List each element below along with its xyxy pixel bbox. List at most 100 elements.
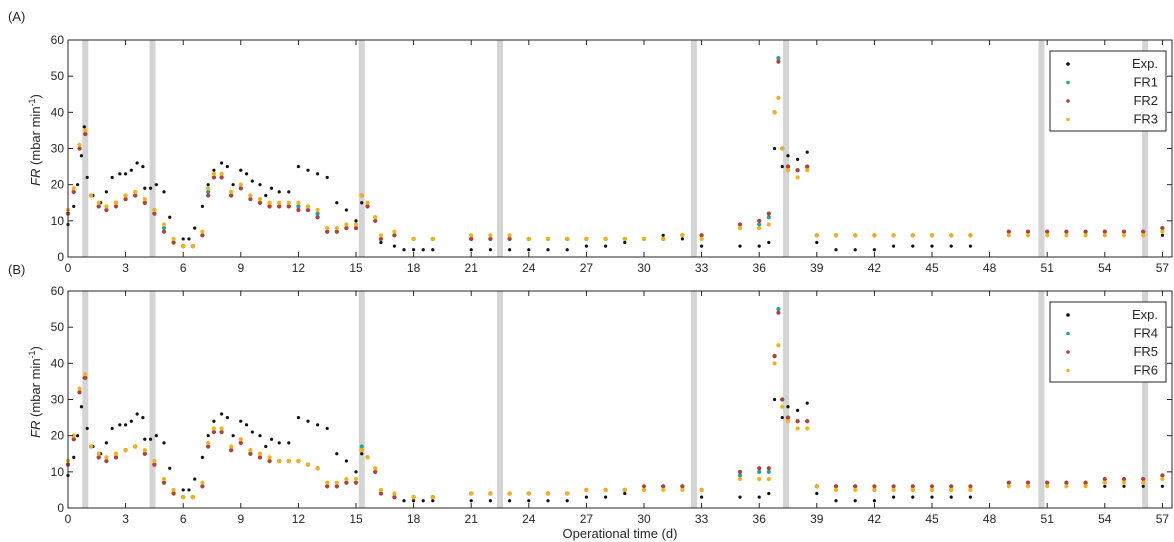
data-point — [1122, 484, 1126, 488]
data-point — [785, 415, 791, 420]
data-point — [306, 168, 310, 172]
x-tick-label: 57 — [1156, 512, 1170, 526]
legend-marker — [1066, 117, 1070, 122]
data-point — [277, 441, 281, 445]
data-point — [1025, 480, 1031, 485]
data-point — [772, 354, 777, 359]
data-point — [238, 186, 243, 191]
data-point — [211, 171, 217, 176]
data-point — [325, 175, 329, 180]
data-point — [805, 419, 810, 424]
panel-b-series-fr6 — [65, 343, 1165, 500]
data-point — [546, 499, 550, 503]
data-point — [1160, 233, 1164, 237]
data-point — [296, 164, 300, 169]
y-tick-label: 50 — [51, 69, 65, 83]
data-point — [77, 386, 82, 391]
data-point — [772, 361, 777, 366]
x-tick-label: 33 — [695, 512, 709, 526]
data-point — [211, 426, 217, 431]
data-point — [565, 499, 569, 503]
data-point — [267, 200, 272, 205]
data-point — [805, 150, 809, 154]
data-point — [431, 499, 435, 503]
x-tick-label: 33 — [695, 261, 709, 275]
data-point — [378, 491, 384, 496]
data-point — [805, 401, 809, 405]
y-tick-label: 40 — [51, 356, 65, 370]
x-tick-label: 24 — [522, 512, 536, 526]
data-point — [206, 189, 211, 194]
x-tick-label: 15 — [349, 512, 363, 526]
data-point — [757, 225, 762, 231]
data-point — [104, 441, 108, 445]
data-point — [239, 419, 243, 423]
data-point — [699, 487, 704, 493]
x-tick-label: 54 — [1098, 261, 1112, 275]
data-point — [623, 491, 627, 496]
data-point — [113, 455, 119, 460]
data-point — [181, 244, 186, 249]
data-point — [77, 142, 82, 147]
data-point — [853, 233, 858, 238]
data-point — [161, 480, 167, 485]
panel-a-ylabel-exponent: -1 — [27, 98, 37, 106]
data-point — [1121, 229, 1127, 234]
data-point — [287, 441, 291, 445]
data-point — [604, 244, 608, 248]
x-tick-label: 27 — [580, 261, 594, 275]
legend-label: Exp. — [1132, 307, 1158, 322]
data-point — [949, 244, 953, 248]
data-point — [421, 499, 425, 503]
data-point — [546, 248, 550, 252]
panel-a-shaded-band — [82, 40, 89, 257]
data-point — [661, 233, 665, 237]
data-point — [833, 487, 839, 493]
data-point — [315, 211, 320, 216]
data-point — [757, 469, 762, 474]
data-point — [142, 451, 147, 456]
data-point — [296, 200, 301, 205]
data-point — [325, 225, 330, 231]
data-point — [968, 244, 973, 248]
data-point — [1006, 480, 1011, 485]
panel-b-shaded-band — [1038, 291, 1045, 508]
data-point — [526, 491, 531, 496]
data-point — [795, 419, 800, 424]
data-point — [1006, 484, 1011, 489]
data-point — [565, 248, 569, 252]
panel-a-shaded-band — [497, 40, 503, 257]
data-point — [680, 237, 685, 241]
data-point — [141, 164, 145, 169]
legend-marker — [1066, 62, 1070, 66]
data-point — [104, 204, 109, 209]
data-point — [353, 222, 359, 227]
data-point — [334, 229, 339, 234]
data-point — [412, 499, 416, 503]
data-point — [584, 236, 589, 242]
data-point — [83, 128, 88, 133]
data-point — [584, 487, 589, 493]
data-point — [507, 491, 512, 496]
data-point — [123, 448, 128, 453]
data-point — [949, 495, 953, 499]
data-point — [220, 412, 224, 416]
data-point — [392, 491, 397, 496]
data-point — [641, 484, 647, 489]
y-tick-label: 40 — [51, 105, 65, 119]
data-point — [1064, 229, 1069, 234]
data-point — [738, 495, 742, 499]
data-point — [853, 487, 858, 493]
x-tick-label: 18 — [407, 512, 421, 526]
data-point — [1141, 484, 1145, 488]
data-point — [780, 146, 785, 151]
data-point — [269, 186, 274, 190]
data-point — [96, 451, 101, 456]
data-point — [296, 207, 301, 213]
data-point — [206, 440, 211, 445]
data-point — [161, 229, 167, 234]
data-point — [335, 201, 339, 205]
data-point — [1160, 484, 1164, 488]
x-tick-label: 51 — [1041, 261, 1055, 275]
data-point — [248, 448, 253, 453]
